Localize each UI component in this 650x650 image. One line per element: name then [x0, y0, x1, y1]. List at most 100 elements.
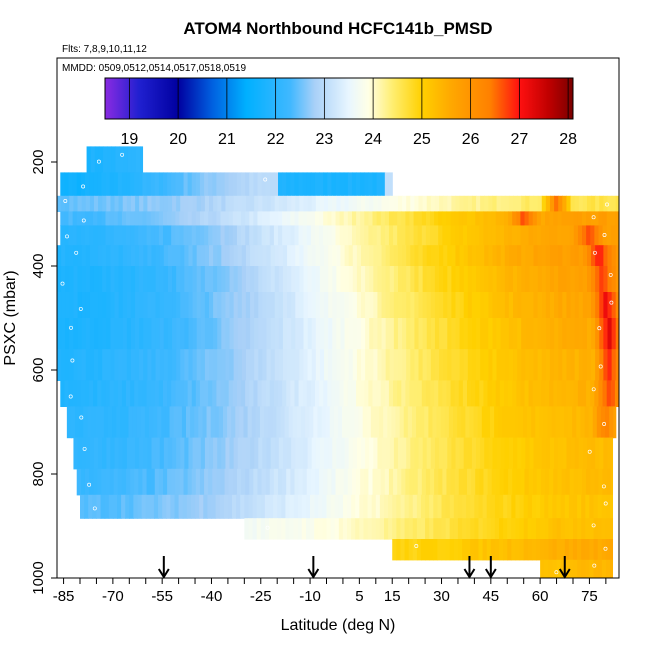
heatmap-cell: [511, 539, 517, 561]
heatmap-cell: [251, 406, 257, 439]
heatmap-cell: [180, 245, 185, 267]
heatmap-cell: [463, 349, 469, 381]
heatmap-cell: [72, 225, 78, 246]
heatmap-cell: [461, 406, 466, 439]
heatmap-cell: [282, 195, 288, 212]
y-tick-label: 200: [30, 149, 47, 174]
heatmap-cell: [421, 211, 427, 227]
heatmap-cell: [306, 468, 312, 496]
heatmap-cell: [295, 349, 300, 381]
heatmap-cell: [574, 266, 580, 293]
heatmap-cell: [302, 468, 308, 496]
heatmap-cell: [134, 380, 139, 407]
heatmap-cell: [327, 225, 333, 246]
heatmap-cell: [280, 406, 286, 439]
heatmap-cell: [243, 406, 249, 439]
heatmap-cell: [196, 318, 202, 350]
heatmap-cell: [364, 468, 369, 496]
heatmap-cell: [314, 172, 320, 197]
y-tick-label: 600: [30, 357, 47, 382]
heatmap-cell: [314, 468, 320, 496]
heatmap-cell: [293, 494, 299, 519]
heatmap-cell: [463, 245, 469, 267]
heatmap-cell: [496, 292, 502, 319]
heatmap-cell: [537, 245, 543, 267]
heatmap-cell: [446, 468, 452, 496]
heatmap-cell: [176, 266, 181, 293]
heatmap-cell: [410, 318, 416, 350]
heatmap-cell: [130, 380, 135, 407]
heatmap-cell: [237, 266, 243, 293]
heatmap-cell: [57, 318, 62, 350]
heatmap-cell: [453, 518, 459, 540]
heatmap-cell: [377, 245, 383, 267]
heatmap-cell: [299, 349, 305, 381]
heatmap-cell: [213, 195, 218, 212]
heatmap-cell: [582, 266, 588, 293]
heatmap-cell: [593, 559, 599, 578]
heatmap-cell: [566, 266, 572, 293]
heatmap-cell: [208, 380, 213, 407]
heatmap-cell: [64, 172, 70, 197]
heatmap-cell: [291, 266, 296, 293]
sample-point: [587, 449, 592, 454]
heatmap-cell: [572, 539, 578, 561]
heatmap-cell: [562, 292, 568, 319]
heatmap-cell: [299, 292, 305, 319]
heatmap-cell: [496, 266, 502, 293]
heatmap-cell: [430, 380, 435, 407]
heatmap-cell: [467, 195, 473, 212]
heatmap-cell: [377, 266, 383, 293]
heatmap-cell: [167, 195, 173, 212]
heatmap-cell: [348, 266, 354, 293]
heatmap-cell: [503, 225, 509, 246]
heatmap-cell: [328, 437, 333, 470]
heatmap-cell: [410, 437, 416, 470]
heatmap-cell: [494, 406, 499, 439]
heatmap-cell: [380, 225, 386, 246]
heatmap-cell: [393, 318, 399, 350]
heatmap-cell: [93, 172, 98, 197]
heatmap-cell: [598, 211, 604, 227]
heatmap-cell: [331, 380, 337, 407]
heatmap-cell: [521, 437, 526, 470]
heatmap-cell: [565, 468, 571, 496]
heatmap-cell: [332, 245, 337, 267]
heatmap-cell: [273, 494, 278, 519]
heatmap-cell: [327, 468, 333, 496]
heatmap-cell: [483, 225, 489, 246]
colorbar-tick-label: 22: [267, 131, 285, 148]
heatmap-cell: [128, 406, 134, 439]
heatmap-cell: [554, 195, 559, 212]
heatmap-cell: [311, 318, 317, 350]
heatmap-cell: [407, 406, 413, 439]
heatmap-cell: [457, 494, 463, 519]
heatmap-cell: [139, 266, 144, 293]
heatmap-cell: [554, 318, 559, 350]
heatmap-cell: [517, 318, 522, 350]
heatmap-cell: [295, 318, 300, 350]
heatmap-cell: [89, 380, 94, 407]
heatmap-cell: [270, 437, 276, 470]
heatmap-cell: [499, 494, 504, 519]
heatmap-cell: [429, 494, 434, 519]
heatmap-cell: [163, 318, 169, 350]
heatmap-cell: [93, 245, 99, 267]
heatmap-cell: [228, 172, 234, 197]
heatmap-cell: [598, 468, 604, 496]
heatmap-cell: [106, 245, 112, 267]
heatmap-cell: [216, 211, 222, 227]
heatmap-cell: [172, 349, 177, 381]
heatmap-cell: [302, 211, 308, 227]
heatmap-cell: [490, 406, 495, 439]
sample-point: [263, 177, 268, 182]
heatmap-cell: [126, 266, 132, 293]
heatmap-cell: [147, 195, 153, 212]
heatmap-cell: [504, 245, 510, 267]
heatmap-cell: [569, 380, 575, 407]
heatmap-cell: [581, 518, 586, 540]
heatmap-cell: [411, 406, 417, 439]
heatmap-cell: [277, 494, 282, 519]
heatmap-cell: [269, 468, 275, 496]
heatmap-cell: [274, 195, 280, 212]
